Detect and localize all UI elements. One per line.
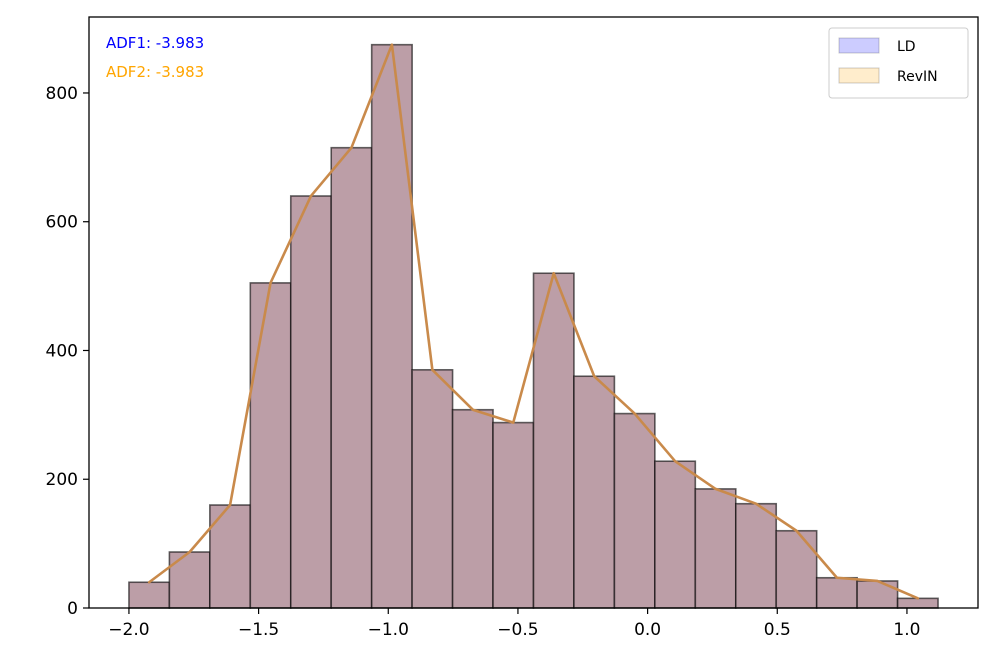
histogram-bar: [411, 368, 454, 609]
x-tick-label: −1.0: [368, 620, 409, 640]
histogram-bar: [734, 502, 778, 609]
histogram-bar: [856, 580, 899, 609]
histogram-bar: [249, 282, 292, 609]
histogram-bar: [128, 581, 171, 609]
legend-swatch-revin: [838, 67, 880, 84]
legend-swatch-ld: [838, 37, 880, 54]
y-tick-label: 200: [46, 470, 78, 490]
histogram-bar: [815, 576, 858, 609]
x-tick-label: 1.0: [893, 620, 920, 640]
histogram-bar: [896, 597, 939, 609]
histogram-bar: [573, 375, 616, 609]
x-tick-label: −1.5: [238, 620, 279, 640]
x-tick-label: 0.5: [764, 620, 791, 640]
y-axis: 0 200 400 600 800: [46, 84, 89, 619]
annotation-adf1: ADF1: -3.983: [106, 34, 204, 52]
line-layer: [147, 43, 920, 600]
histogram-bar: [168, 551, 211, 609]
legend-label-ld: LD: [897, 39, 916, 55]
histogram-bar: [492, 421, 535, 609]
bars-layer: [128, 43, 939, 609]
density-line: [147, 43, 920, 600]
histogram-bar: [654, 460, 697, 609]
histogram-bar: [370, 43, 413, 609]
histogram-bar: [775, 529, 818, 609]
histogram-bar: [289, 195, 333, 609]
legend-frame: [828, 27, 969, 99]
histogram-bar: [613, 412, 656, 609]
histogram-bar: [451, 408, 494, 609]
histogram-bar: [694, 488, 737, 609]
x-axis: −2.0 −1.5 −1.0 −0.5 0.0 0.5 1.0: [108, 608, 920, 640]
legend: LD RevIN: [828, 27, 969, 99]
x-tick-label: −2.0: [108, 620, 149, 640]
annotation-adf2: ADF2: -3.983: [106, 63, 204, 81]
y-tick-label: 800: [46, 84, 78, 104]
y-tick-label: 600: [46, 213, 78, 233]
y-tick-label: 0: [67, 599, 78, 619]
x-tick-label: 0.0: [634, 620, 661, 640]
axes-frame: [88, 16, 979, 609]
legend-label-revin: RevIN: [897, 69, 938, 85]
x-tick-label: −0.5: [497, 620, 538, 640]
y-tick-label: 400: [46, 341, 78, 361]
histogram-bar: [330, 146, 373, 609]
